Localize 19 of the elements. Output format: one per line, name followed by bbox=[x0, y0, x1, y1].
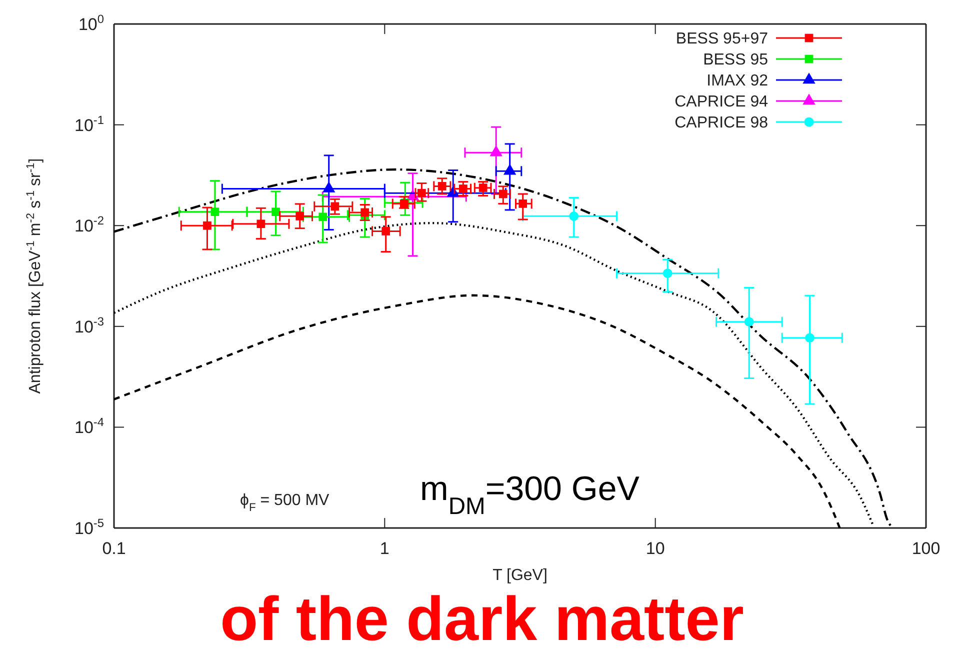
y-tick-label: 10$^{-4}$ bbox=[74, 415, 104, 438]
x-tick-label: 10 bbox=[646, 539, 665, 558]
y-tick-label: 10$^{-1}$ bbox=[74, 112, 104, 135]
legend-label: BESS 95+97 bbox=[676, 30, 768, 48]
text: of the dark matter bbox=[220, 585, 744, 654]
x-tick-label: 0.1 bbox=[102, 539, 126, 558]
legend-label: BESS 95 bbox=[703, 52, 768, 69]
y-tick-label: 10$^{0}$ bbox=[78, 12, 104, 34]
y-tick-label: 10$^{-2}$ bbox=[74, 214, 104, 236]
legend-label: CAPRICE 98 bbox=[674, 114, 768, 132]
y-tick-label: 10$^{-5}$ bbox=[74, 516, 104, 538]
annotation: ϕ$_{F}$ = 500 MV bbox=[240, 492, 330, 514]
x-tick-label: 100 bbox=[912, 539, 940, 558]
legend-label: CAPRICE 94 bbox=[674, 94, 768, 111]
x-axis-title: T [GeV] bbox=[492, 567, 548, 584]
legend-label: IMAX 92 bbox=[706, 72, 768, 90]
y-tick-label: 10$^{-3}$ bbox=[74, 314, 104, 336]
annotation: m$_{DM}$=300 GeV bbox=[420, 470, 640, 520]
x-tick-label: 1 bbox=[380, 539, 390, 558]
